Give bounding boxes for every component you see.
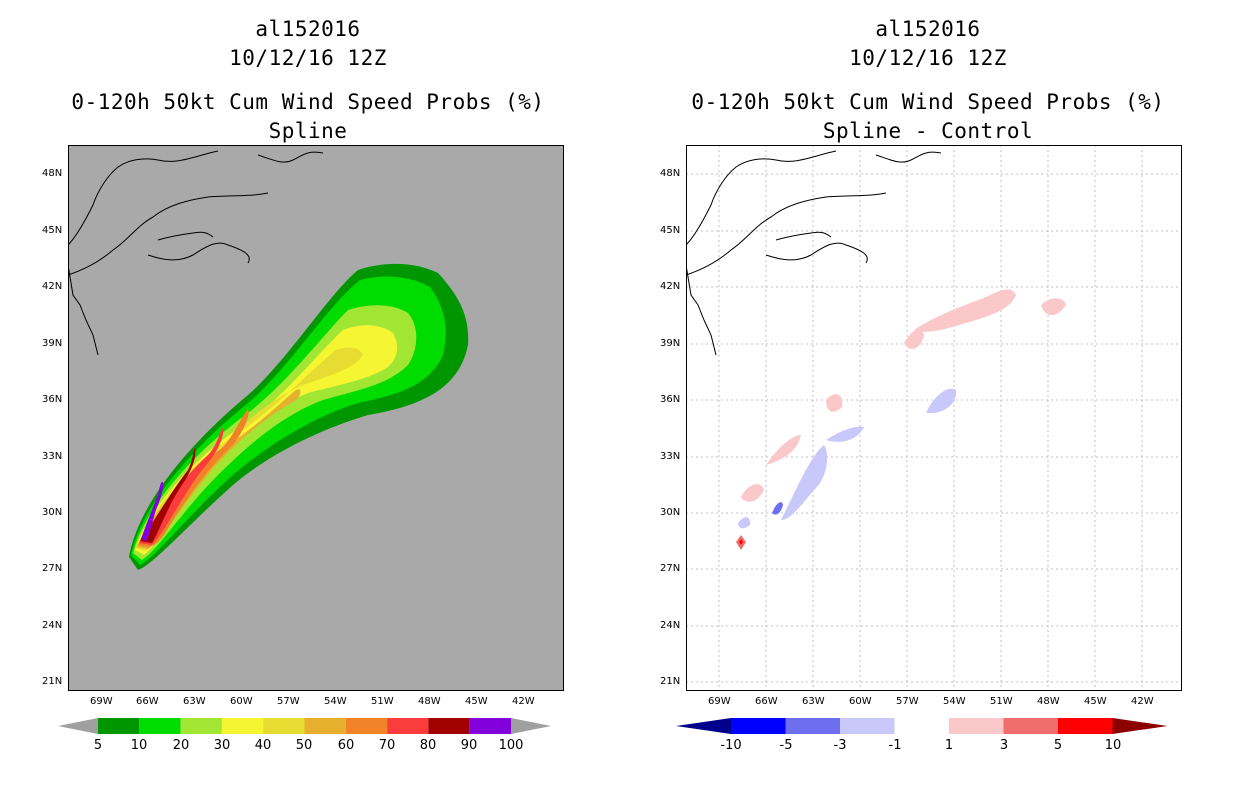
right-coastline — [686, 150, 942, 356]
left-date: 10/12/16 12Z — [229, 46, 387, 70]
left-colorbar-high-arrow — [511, 718, 551, 734]
left-map — [68, 145, 564, 691]
right-date: 10/12/16 12Z — [849, 46, 1007, 70]
right-map-frame — [686, 145, 1182, 691]
left-colorbar-cell — [387, 718, 429, 734]
negative-blob — [781, 445, 828, 520]
negative-blob — [772, 502, 783, 515]
right-product: 0-120h 50kt Cum Wind Speed Probs (%) — [691, 90, 1165, 114]
negative-blob — [826, 426, 864, 442]
left-colorbar-cell — [221, 718, 264, 734]
right-colorbar-cell — [1003, 718, 1058, 734]
left-colorbar-cell — [263, 718, 305, 734]
negative-blob — [926, 388, 957, 414]
left-probability-contours — [129, 263, 469, 570]
positive-blob — [904, 329, 924, 349]
right-map — [686, 145, 1182, 691]
left-coastline — [68, 150, 324, 356]
negative-blob — [738, 517, 751, 529]
left-colorbar-cell — [139, 718, 181, 734]
right-colorbar-cell — [731, 718, 786, 734]
right-colorbar-cell — [1058, 718, 1113, 734]
left-colorbar-low-arrow — [58, 718, 98, 734]
left-colorbar-cell — [98, 718, 140, 734]
right-map-panel — [686, 145, 1182, 691]
left-map-panel — [68, 145, 564, 691]
positive-blob — [1041, 298, 1066, 316]
right-colorbar-low-arrow — [676, 718, 731, 734]
right-colorbar-cell — [949, 718, 1004, 734]
left-subtitle: Spline — [268, 119, 348, 143]
positive-blob — [826, 394, 843, 412]
contour-30 — [135, 325, 398, 555]
right-subtitle: Spline - Control — [822, 119, 1034, 143]
left-colorbar-cell — [180, 718, 222, 734]
right-colorbar-cell — [840, 718, 895, 734]
right-colorbar-high-arrow — [1112, 718, 1168, 734]
right-grid — [686, 145, 1182, 691]
positive-blob — [741, 484, 764, 502]
left-colorbar-cell — [304, 718, 346, 734]
left-colorbar-cell — [428, 718, 470, 734]
positive-peak — [739, 539, 743, 545]
left-storm-id: al152016 — [255, 17, 361, 41]
right-storm-id: al152016 — [875, 17, 981, 41]
left-title: al152016 10/12/16 12Z 0-120h 50kt Cum Wi… — [28, 15, 588, 146]
contour-90 — [141, 481, 164, 541]
right-difference-contours — [736, 289, 1066, 550]
left-map-frame — [68, 145, 564, 691]
left-colorbar-cell — [345, 718, 388, 734]
positive-blob — [914, 289, 1016, 332]
positive-blob — [766, 435, 801, 465]
right-colorbar-cell — [894, 718, 949, 734]
left-colorbar-cell — [469, 718, 511, 734]
right-map-background — [686, 145, 1182, 691]
right-title: al152016 10/12/16 12Z 0-120h 50kt Cum Wi… — [648, 15, 1208, 146]
right-colorbar-cell — [785, 718, 840, 734]
left-product: 0-120h 50kt Cum Wind Speed Probs (%) — [71, 90, 545, 114]
